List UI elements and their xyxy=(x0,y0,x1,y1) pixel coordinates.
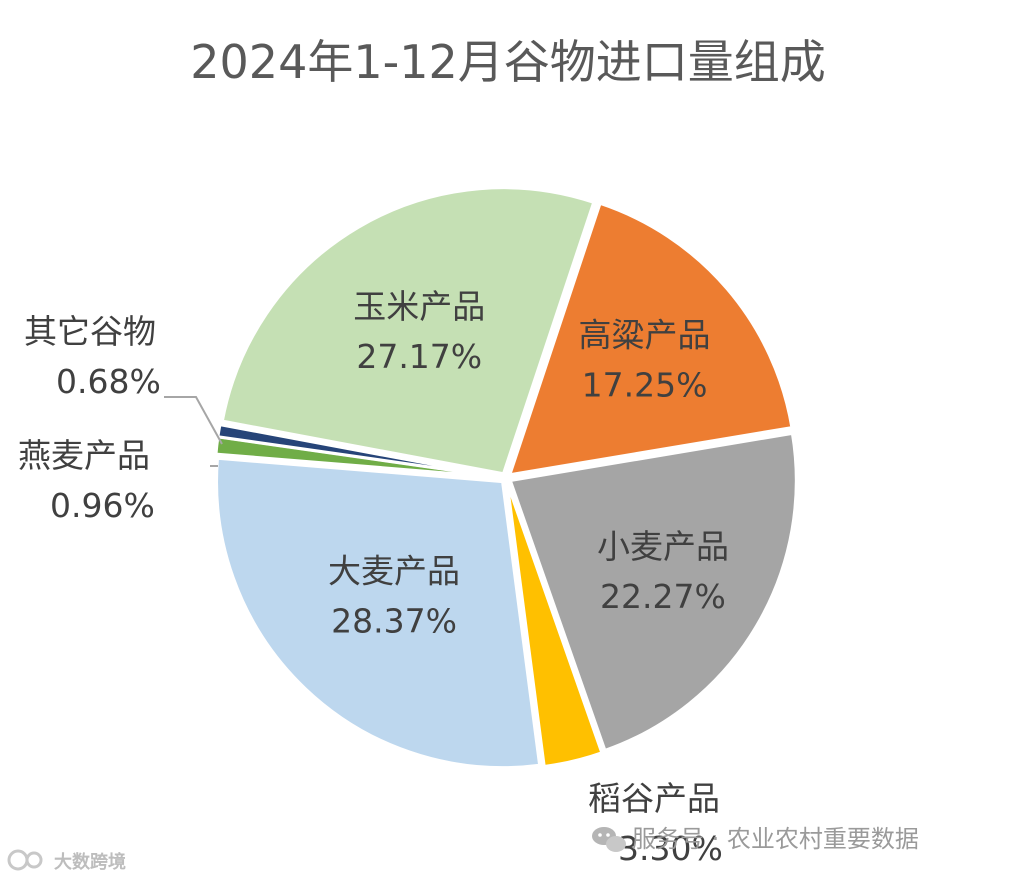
slice-name-label: 小麦产品 xyxy=(597,527,729,566)
pie-slices xyxy=(214,186,798,770)
slice-value-label: 27.17% xyxy=(356,337,482,376)
wechat-icon xyxy=(592,827,626,852)
leader-lines xyxy=(164,396,223,467)
slice-小麦产品 xyxy=(508,431,798,753)
slice-value-label: 0.96% xyxy=(50,486,155,525)
slice-大麦产品 xyxy=(215,456,542,770)
slice-name-label: 高粱产品 xyxy=(579,315,711,354)
slice-name-label: 其它谷物 xyxy=(24,312,156,351)
slice-name-label: 燕麦产品 xyxy=(18,436,150,475)
slice-value-label: 28.37% xyxy=(331,601,457,640)
slice-name-label: 稻谷产品 xyxy=(588,779,720,818)
slice-name-label: 大麦产品 xyxy=(328,551,460,590)
slice-高粱产品 xyxy=(507,201,794,477)
slice-玉米产品 xyxy=(220,186,596,476)
watermark-service-text: 服务号 · 农业农村重要数据 xyxy=(632,825,919,853)
slice-name-label: 玉米产品 xyxy=(353,287,485,326)
chart-title: 2024年1-12月谷物进口量组成 xyxy=(190,35,825,89)
watermark-brand-text: 大数跨境 xyxy=(54,851,126,873)
watermark: 服务号 · 农业农村重要数据 大数跨境 xyxy=(7,825,919,873)
slice-value-label: 22.27% xyxy=(600,577,726,616)
leader-line-其它谷物 xyxy=(164,396,223,445)
slice-稻谷产品 xyxy=(505,482,604,769)
slice-value-label: 3.30% xyxy=(618,829,723,868)
slice-labels: 高粱产品 17.25% 小麦产品 22.27% 稻谷产品 3.30% 大麦产品 28.37% 燕… xyxy=(18,287,729,868)
slice-value-label: 17.25% xyxy=(582,365,708,404)
slice-value-label: 0.68% xyxy=(56,362,161,401)
brand-logo-icon xyxy=(7,849,43,871)
